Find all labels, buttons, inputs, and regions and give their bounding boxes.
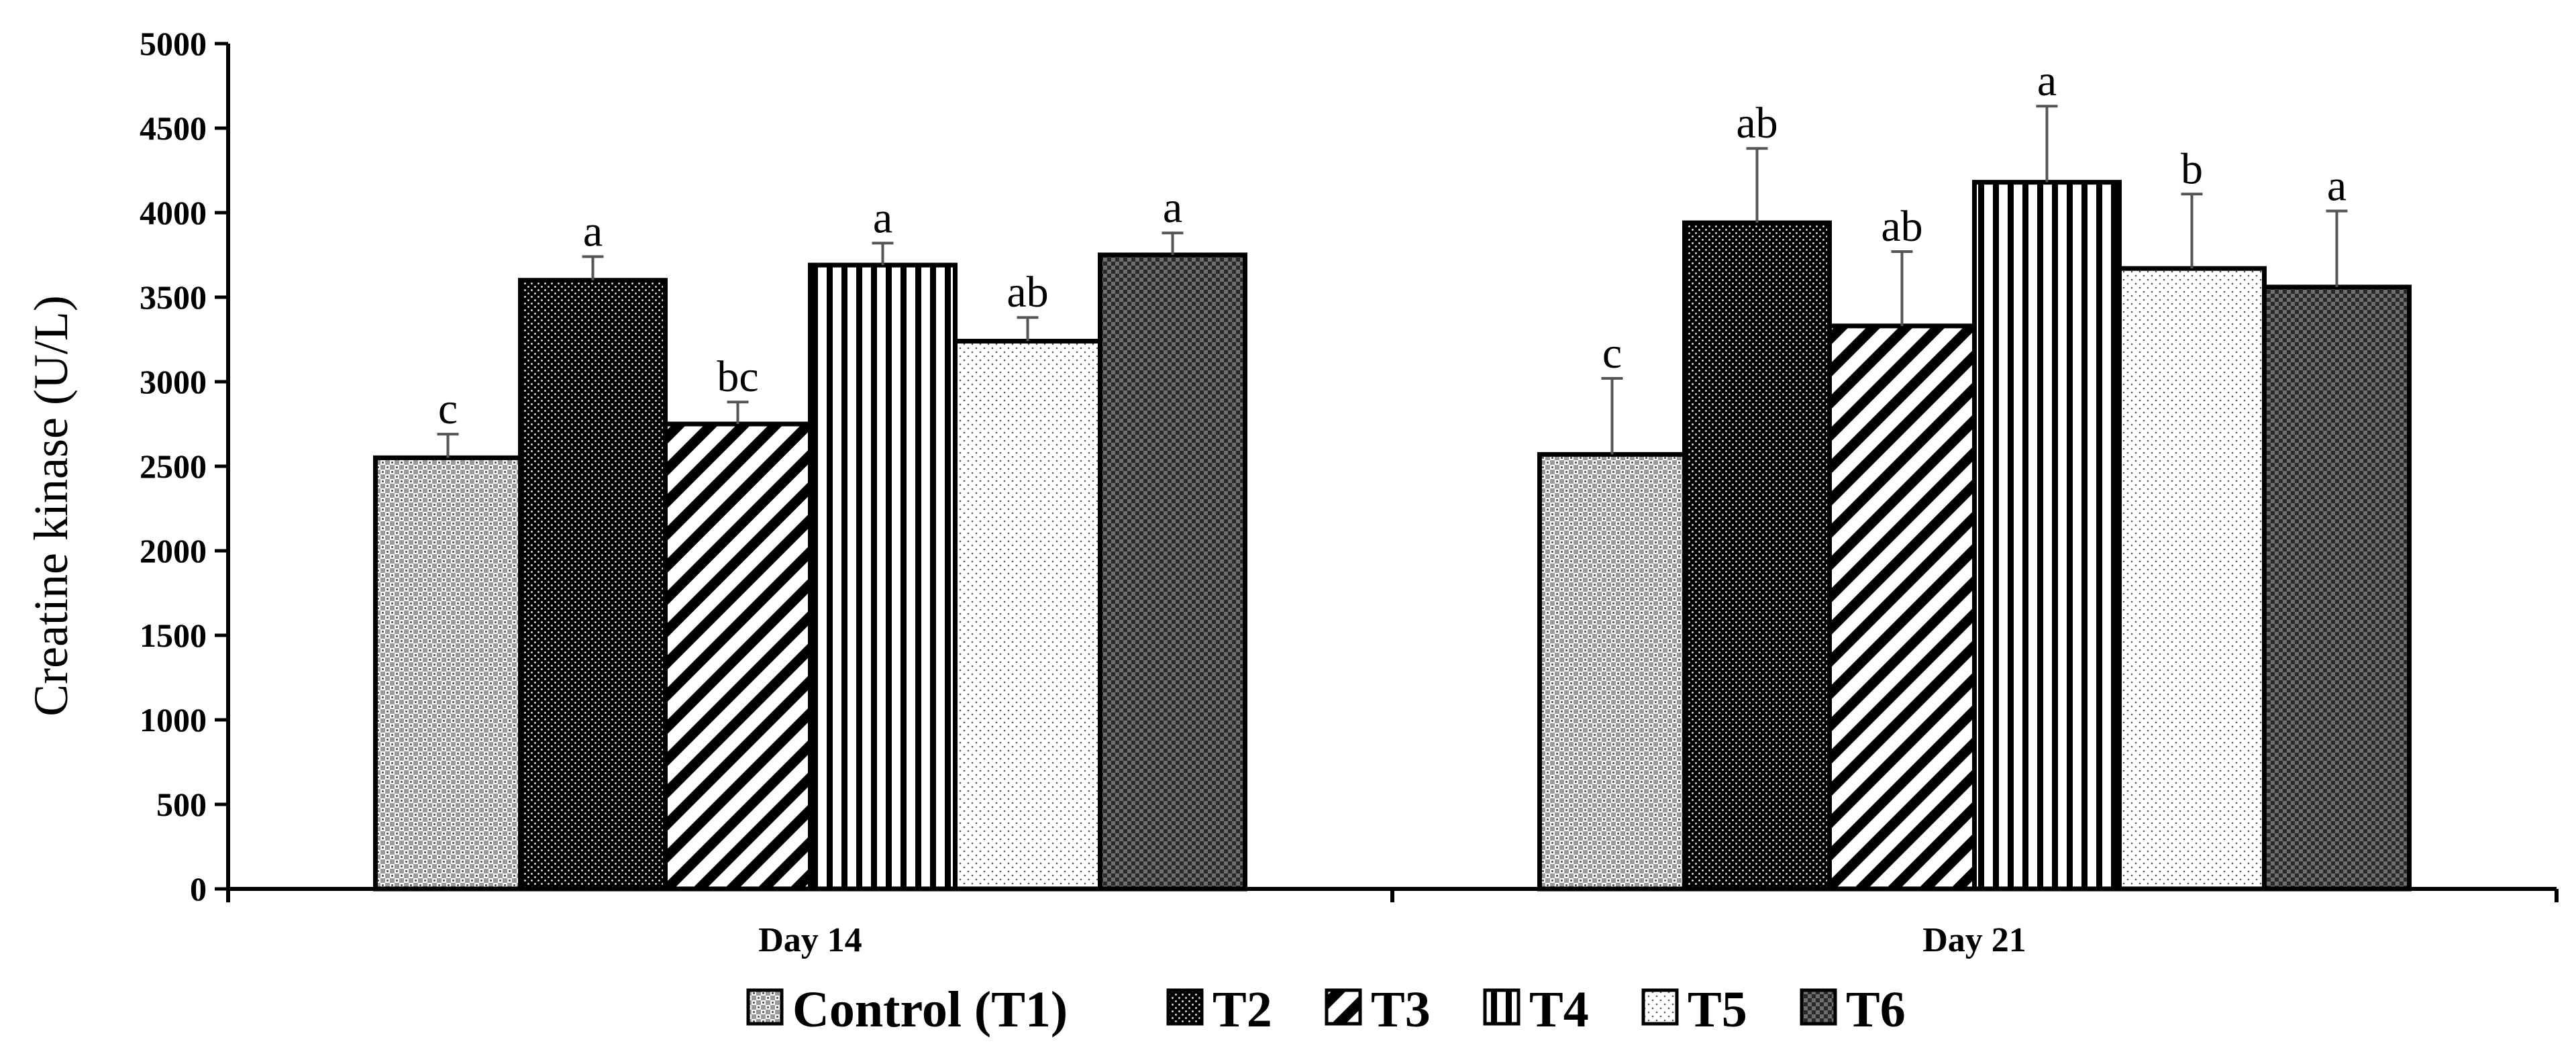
bar	[808, 262, 958, 892]
significance-label: c	[438, 384, 458, 433]
significance-label: b	[2181, 144, 2203, 193]
bar	[1537, 451, 1687, 892]
significance-label: c	[1602, 329, 1622, 378]
y-tick-label: 0	[190, 870, 207, 908]
bar	[518, 278, 668, 892]
legend-swatch	[1166, 988, 1204, 1026]
y-tick-label: 4500	[140, 109, 207, 147]
legend-label: T5	[1688, 981, 1747, 1038]
legend-swatch	[1641, 988, 1679, 1026]
significance-label: a	[583, 207, 603, 256]
significance-label: bc	[717, 352, 758, 401]
bar	[1972, 180, 2122, 892]
y-tick-label: 1500	[140, 617, 207, 654]
legend-swatch	[1325, 988, 1362, 1026]
legend: Control (T1) T2 T3 T4 T5 T6	[746, 981, 1906, 1038]
y-tick-label: 3500	[140, 278, 207, 316]
y-axis-label: Creatine kinase (U/L)	[24, 295, 78, 716]
significance-label: ab	[1736, 99, 1778, 148]
legend-label: T4	[1529, 981, 1589, 1038]
y-tick-label: 1000	[140, 701, 207, 739]
bar	[1098, 252, 1247, 892]
legend-label: T2	[1213, 981, 1272, 1038]
bar	[373, 455, 523, 892]
bar	[663, 421, 813, 892]
bar	[2262, 284, 2412, 892]
significance-label: a	[1163, 183, 1182, 232]
y-tick-label: 3000	[140, 363, 207, 401]
significance-label: a	[2037, 56, 2057, 105]
legend-label: Control (T1)	[792, 981, 1068, 1038]
bar	[953, 339, 1102, 892]
legend-label: T3	[1371, 981, 1431, 1038]
significance-label: ab	[1007, 268, 1048, 317]
y-tick-label: 2500	[140, 447, 207, 485]
bars-group	[373, 180, 2412, 892]
error-bars-group	[437, 105, 2348, 458]
significance-label: a	[873, 193, 892, 242]
significance-label: a	[2327, 161, 2347, 210]
y-tick-label: 4000	[140, 194, 207, 231]
y-tick-label: 5000	[140, 25, 207, 62]
y-tick-label: 2000	[140, 532, 207, 570]
legend-label: T6	[1846, 981, 1906, 1038]
x-category-label: Day 14	[758, 921, 862, 959]
legend-swatch	[1483, 988, 1521, 1026]
bar	[1827, 323, 1977, 892]
x-category-label: Day 21	[1922, 921, 2026, 959]
legend-swatch	[1800, 988, 1837, 1026]
y-tick-label: 500	[156, 786, 207, 823]
legend-swatch	[746, 988, 784, 1026]
significance-label: ab	[1881, 202, 1922, 251]
bar	[1682, 220, 1832, 892]
bar	[2117, 266, 2267, 892]
